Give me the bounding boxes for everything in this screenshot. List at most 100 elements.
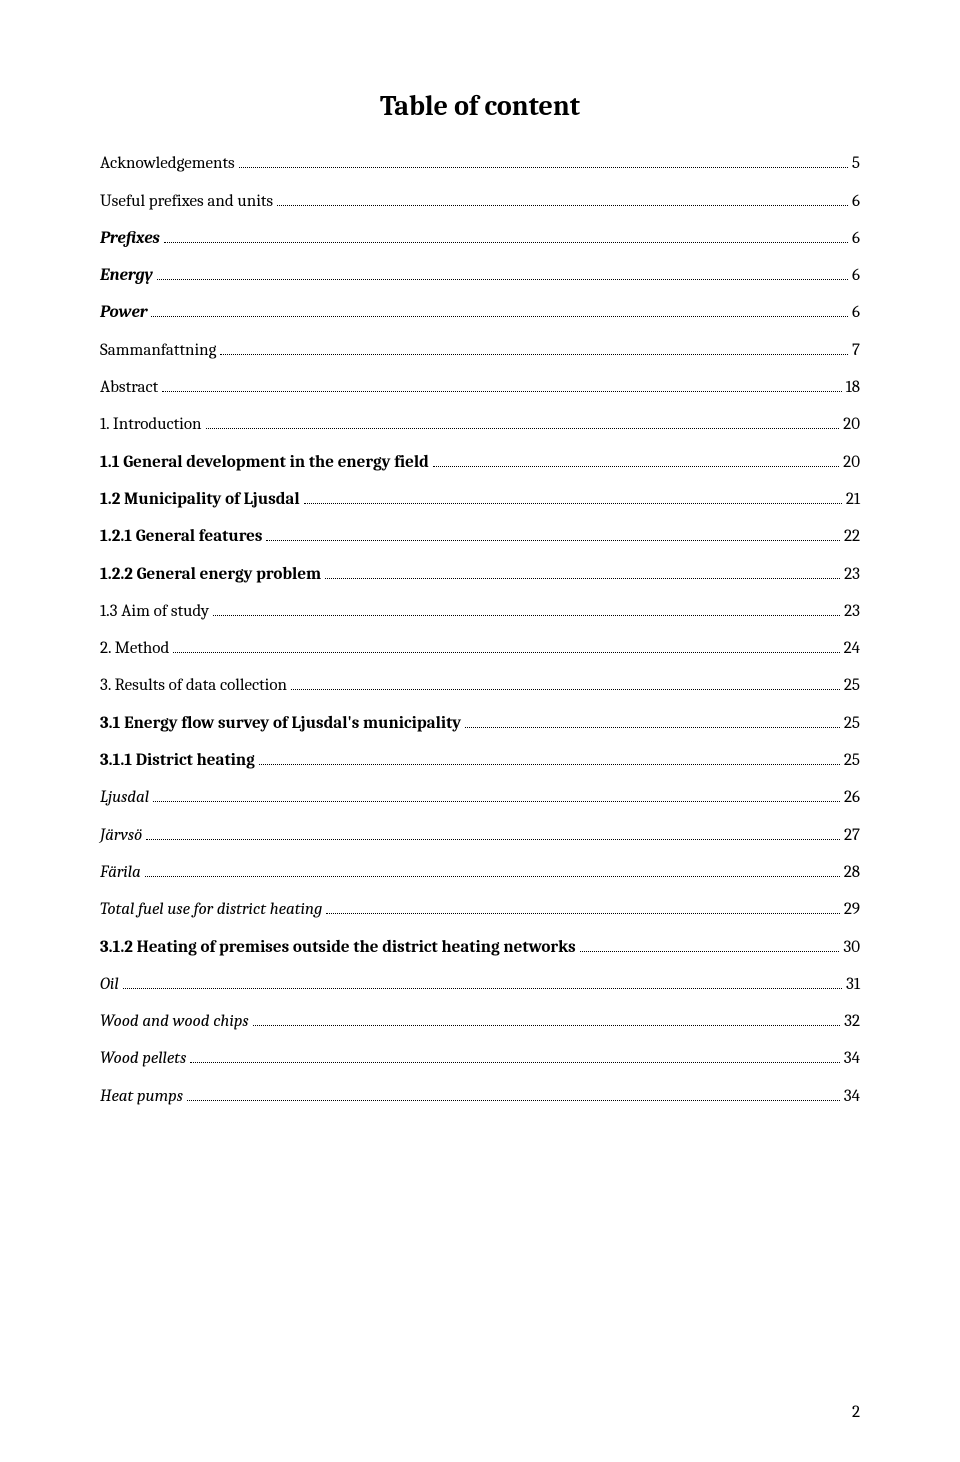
footer-page-number: 2 bbox=[852, 1403, 860, 1422]
toc-leader bbox=[151, 301, 848, 317]
toc-entry-page: 20 bbox=[843, 415, 860, 434]
toc-entry-label: 1.2.1 General features bbox=[100, 527, 262, 546]
toc-entry-label: 1.3 Aim of study bbox=[100, 602, 209, 621]
toc-leader bbox=[465, 711, 840, 727]
toc-entry-label: 1.1 General development in the energy fi… bbox=[100, 453, 429, 472]
toc-entry: Wood pellets 34 bbox=[100, 1047, 860, 1068]
toc-entry: 1.1 General development in the energy fi… bbox=[100, 450, 860, 471]
toc-entry-label: Prefixes bbox=[100, 229, 160, 248]
toc-entry: 1.3 Aim of study 23 bbox=[100, 600, 860, 621]
toc-entry-label: Wood pellets bbox=[100, 1049, 186, 1068]
toc-leader bbox=[123, 973, 842, 989]
toc-leader bbox=[325, 562, 840, 578]
toc-entry-page: 30 bbox=[843, 938, 860, 957]
toc-entry-page: 32 bbox=[844, 1012, 860, 1031]
toc-leader bbox=[145, 861, 840, 877]
toc-entry-page: 6 bbox=[852, 266, 860, 285]
toc-entry-label: 1. Introduction bbox=[100, 415, 202, 434]
toc-entry-page: 18 bbox=[846, 378, 860, 397]
toc-entry-label: Sammanfattning bbox=[100, 341, 216, 360]
toc-entry-page: 6 bbox=[852, 229, 860, 248]
toc-entry: Power 6 bbox=[100, 301, 860, 322]
toc-entry: Wood and wood chips 32 bbox=[100, 1010, 860, 1031]
toc-entry-label: 1.2.2 General energy problem bbox=[100, 565, 321, 584]
toc-entry: 3. Results of data collection 25 bbox=[100, 674, 860, 695]
toc-entry-page: 27 bbox=[844, 826, 860, 845]
toc-entry: Färila28 bbox=[100, 861, 860, 882]
toc-entry-page: 31 bbox=[846, 975, 860, 994]
toc-leader bbox=[220, 338, 848, 354]
toc-leader bbox=[259, 749, 840, 765]
toc-entry: 1.2 Municipality of Ljusdal 21 bbox=[100, 488, 860, 509]
toc-leader bbox=[266, 525, 840, 541]
toc-leader bbox=[157, 264, 848, 280]
toc-entry-page: 29 bbox=[844, 900, 860, 919]
toc-entry-label: 3.1.2 Heating of premises outside the di… bbox=[100, 938, 576, 957]
toc-leader bbox=[291, 674, 840, 690]
toc-entry-page: 6 bbox=[852, 303, 860, 322]
toc-entry-page: 5 bbox=[852, 154, 860, 173]
toc-entry-page: 7 bbox=[852, 341, 860, 360]
toc-entry-label: 3.1 Energy flow survey of Ljusdal's muni… bbox=[100, 714, 461, 733]
toc-entry: Ljusdal 26 bbox=[100, 786, 860, 807]
toc-entry: Järvsö 27 bbox=[100, 823, 860, 844]
toc-leader bbox=[162, 376, 841, 392]
toc-leader bbox=[304, 488, 842, 504]
toc-entry-page: 6 bbox=[852, 192, 860, 211]
toc-entry-label: Oil bbox=[100, 975, 119, 994]
toc-entry: Heat pumps 34 bbox=[100, 1084, 860, 1105]
toc-entry: 3.1.2 Heating of premises outside the di… bbox=[100, 935, 860, 956]
toc-entry-label: 2. Method bbox=[100, 639, 169, 658]
toc-entry-label: Energy bbox=[100, 266, 153, 285]
toc-entry-page: 22 bbox=[844, 527, 860, 546]
toc-entry-page: 21 bbox=[846, 490, 860, 509]
toc-entry-label: 1.2 Municipality of Ljusdal bbox=[100, 490, 300, 509]
toc-list: Acknowledgements 5 Useful prefixes and uni… bbox=[100, 152, 860, 1106]
toc-entry-label: Ljusdal bbox=[100, 788, 149, 807]
toc-entry-page: 20 bbox=[843, 453, 860, 472]
toc-entry-page: 25 bbox=[844, 676, 860, 695]
toc-leader bbox=[239, 152, 848, 168]
toc-leader bbox=[190, 1047, 840, 1063]
toc-entry-label: Heat pumps bbox=[100, 1087, 183, 1106]
toc-leader bbox=[164, 227, 848, 243]
toc-leader bbox=[253, 1010, 841, 1026]
toc-entry-label: Wood and wood chips bbox=[100, 1012, 249, 1031]
toc-entry-label: Järvsö bbox=[100, 826, 142, 845]
toc-leader bbox=[187, 1084, 840, 1100]
toc-leader bbox=[277, 189, 848, 205]
toc-leader bbox=[580, 935, 840, 951]
toc-entry: Prefixes 6 bbox=[100, 227, 860, 248]
page-title: Table of content bbox=[100, 90, 860, 122]
toc-entry-page: 23 bbox=[844, 602, 860, 621]
toc-entry: Abstract 18 bbox=[100, 376, 860, 397]
toc-leader bbox=[206, 413, 840, 429]
toc-entry: 1.2.1 General features 22 bbox=[100, 525, 860, 546]
toc-entry-page: 26 bbox=[844, 788, 860, 807]
toc-entry-page: 34 bbox=[844, 1049, 860, 1068]
toc-entry: Energy 6 bbox=[100, 264, 860, 285]
toc-entry-label: Useful prefixes and units bbox=[100, 192, 273, 211]
toc-entry-label: Power bbox=[100, 303, 147, 322]
toc-entry: Useful prefixes and units 6 bbox=[100, 189, 860, 210]
toc-entry-label: 3.1.1 District heating bbox=[100, 751, 255, 770]
toc-entry: Oil 31 bbox=[100, 973, 860, 994]
toc-leader bbox=[326, 898, 839, 914]
toc-entry-page: 28 bbox=[844, 863, 860, 882]
toc-entry-label: Acknowledgements bbox=[100, 154, 235, 173]
toc-entry-label: 3. Results of data collection bbox=[100, 676, 287, 695]
toc-entry: 3.1 Energy flow survey of Ljusdal's muni… bbox=[100, 711, 860, 732]
toc-entry-label: Total fuel use for district heating bbox=[100, 900, 322, 919]
toc-leader bbox=[173, 637, 839, 653]
toc-entry: 2. Method 24 bbox=[100, 637, 860, 658]
toc-entry: Acknowledgements 5 bbox=[100, 152, 860, 173]
toc-leader bbox=[146, 823, 840, 839]
page-container: Table of content Acknowledgements 5 Useful… bbox=[0, 0, 960, 1462]
toc-leader bbox=[433, 450, 839, 466]
toc-entry-label: Abstract bbox=[100, 378, 158, 397]
toc-entry: 3.1.1 District heating25 bbox=[100, 749, 860, 770]
toc-entry-page: 34 bbox=[844, 1087, 860, 1106]
toc-leader bbox=[153, 786, 840, 802]
toc-entry-page: 24 bbox=[844, 639, 860, 658]
toc-entry: 1. Introduction 20 bbox=[100, 413, 860, 434]
